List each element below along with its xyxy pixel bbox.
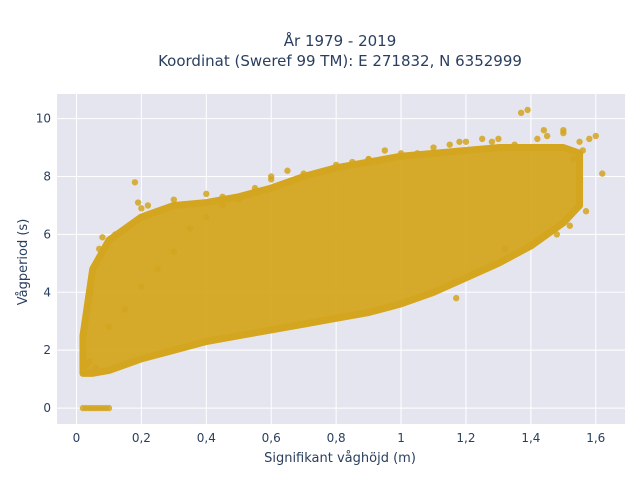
y-tick-label-4: 8 [43, 170, 51, 184]
data-point-0-30 [462, 138, 470, 145]
data-point-0-26 [332, 161, 340, 169]
data-point-0-29 [430, 144, 437, 151]
data-point-0-39 [592, 132, 599, 140]
chart-title-line-2: Koordinat (Sweref 99 TM): E 271832, N 63… [158, 52, 522, 70]
data-point-0-18 [170, 248, 178, 255]
x-tick-label-7: 1,4 [521, 431, 540, 445]
data-point-0-31 [478, 135, 486, 143]
data-point-0-54 [99, 234, 106, 241]
data-point-0-45 [134, 199, 142, 206]
data-point-0-49 [453, 294, 460, 302]
y-tick-label-3: 6 [43, 227, 51, 241]
data-point-0-28 [397, 150, 405, 157]
data-point-0-41 [517, 109, 525, 117]
data-point-0-46 [170, 196, 178, 203]
x-tick-label-1: 0,2 [132, 431, 151, 445]
data-point-0-32 [495, 135, 502, 143]
x-tick-label-0: 0 [73, 431, 81, 445]
data-point-0-20 [203, 213, 210, 221]
data-point-0-43 [540, 126, 548, 134]
data-point-0-59 [144, 202, 152, 209]
data-point-0-55 [105, 236, 113, 244]
x-tick-label-8: 1,6 [586, 431, 605, 445]
data-point-0-8 [105, 404, 113, 412]
data-point-0-63 [365, 155, 372, 163]
data-point-0-72 [569, 155, 577, 163]
data-point-0-65 [349, 158, 356, 166]
data-point-0-15 [121, 306, 129, 313]
data-point-0-33 [511, 141, 518, 148]
data-point-0-48 [219, 193, 226, 200]
data-point-0-66 [381, 147, 389, 154]
data-point-0-34 [527, 144, 535, 151]
x-tick-label-4: 0,8 [327, 431, 346, 445]
data-point-0-62 [284, 167, 291, 174]
data-band [79, 144, 584, 377]
data-point-0-19 [186, 225, 194, 232]
data-point-0-21 [219, 202, 226, 209]
y-tick-label-0: 0 [43, 401, 51, 415]
data-point-0-16 [138, 283, 145, 290]
data-point-0-71 [579, 147, 587, 154]
data-point-0-13 [86, 358, 93, 365]
data-point-0-51 [553, 231, 561, 238]
chart-title-line-1: År 1979 - 2019 [284, 31, 397, 50]
data-point-0-67 [446, 141, 453, 148]
data-point-0-9 [79, 367, 87, 374]
data-point-0-53 [582, 208, 590, 215]
data-point-0-44 [131, 179, 139, 186]
data-point-0-60 [456, 138, 463, 145]
x-axis-label: Signifikant våghöjd (m) [264, 451, 416, 466]
data-point-0-58 [138, 205, 145, 212]
x-tick-label-5: 1 [397, 431, 405, 445]
data-point-0-47 [203, 190, 210, 198]
data-point-0-42 [524, 106, 531, 114]
x-tick-label-6: 1,2 [456, 431, 475, 445]
data-point-0-50 [501, 245, 509, 253]
data-point-0-25 [300, 170, 307, 177]
x-tick-label-3: 0,6 [262, 431, 281, 445]
data-point-0-12 [92, 364, 100, 371]
data-point-0-37 [576, 138, 583, 145]
y-tick-label-1: 2 [43, 343, 51, 357]
data-point-0-17 [154, 265, 161, 273]
data-point-0-35 [543, 132, 551, 140]
data-points [79, 106, 606, 412]
y-axis-label: Vågperiod (s) [16, 219, 31, 306]
data-point-0-38 [586, 135, 593, 143]
x-tick-label-2: 0,4 [197, 431, 216, 445]
data-point-0-64 [414, 150, 421, 157]
dense-point-cloud [79, 144, 584, 377]
data-point-0-22 [235, 196, 242, 203]
data-point-0-70 [560, 129, 567, 137]
data-point-0-52 [566, 222, 574, 229]
data-point-0-14 [105, 323, 113, 331]
data-point-0-56 [112, 231, 119, 238]
data-point-0-23 [251, 184, 259, 192]
data-point-0-61 [268, 173, 275, 180]
tick-labels: 0 0,2 0,4 0,6 0,8 1 1,2 1,4 1,6 0 2 4 6 8 10 [36, 112, 606, 445]
data-point-0-69 [534, 135, 541, 143]
data-point-0-57 [95, 245, 103, 253]
data-point-0-40 [599, 170, 606, 177]
y-tick-label-2: 4 [43, 285, 51, 299]
y-tick-label-5: 10 [36, 112, 51, 126]
data-point-0-68 [488, 138, 496, 145]
